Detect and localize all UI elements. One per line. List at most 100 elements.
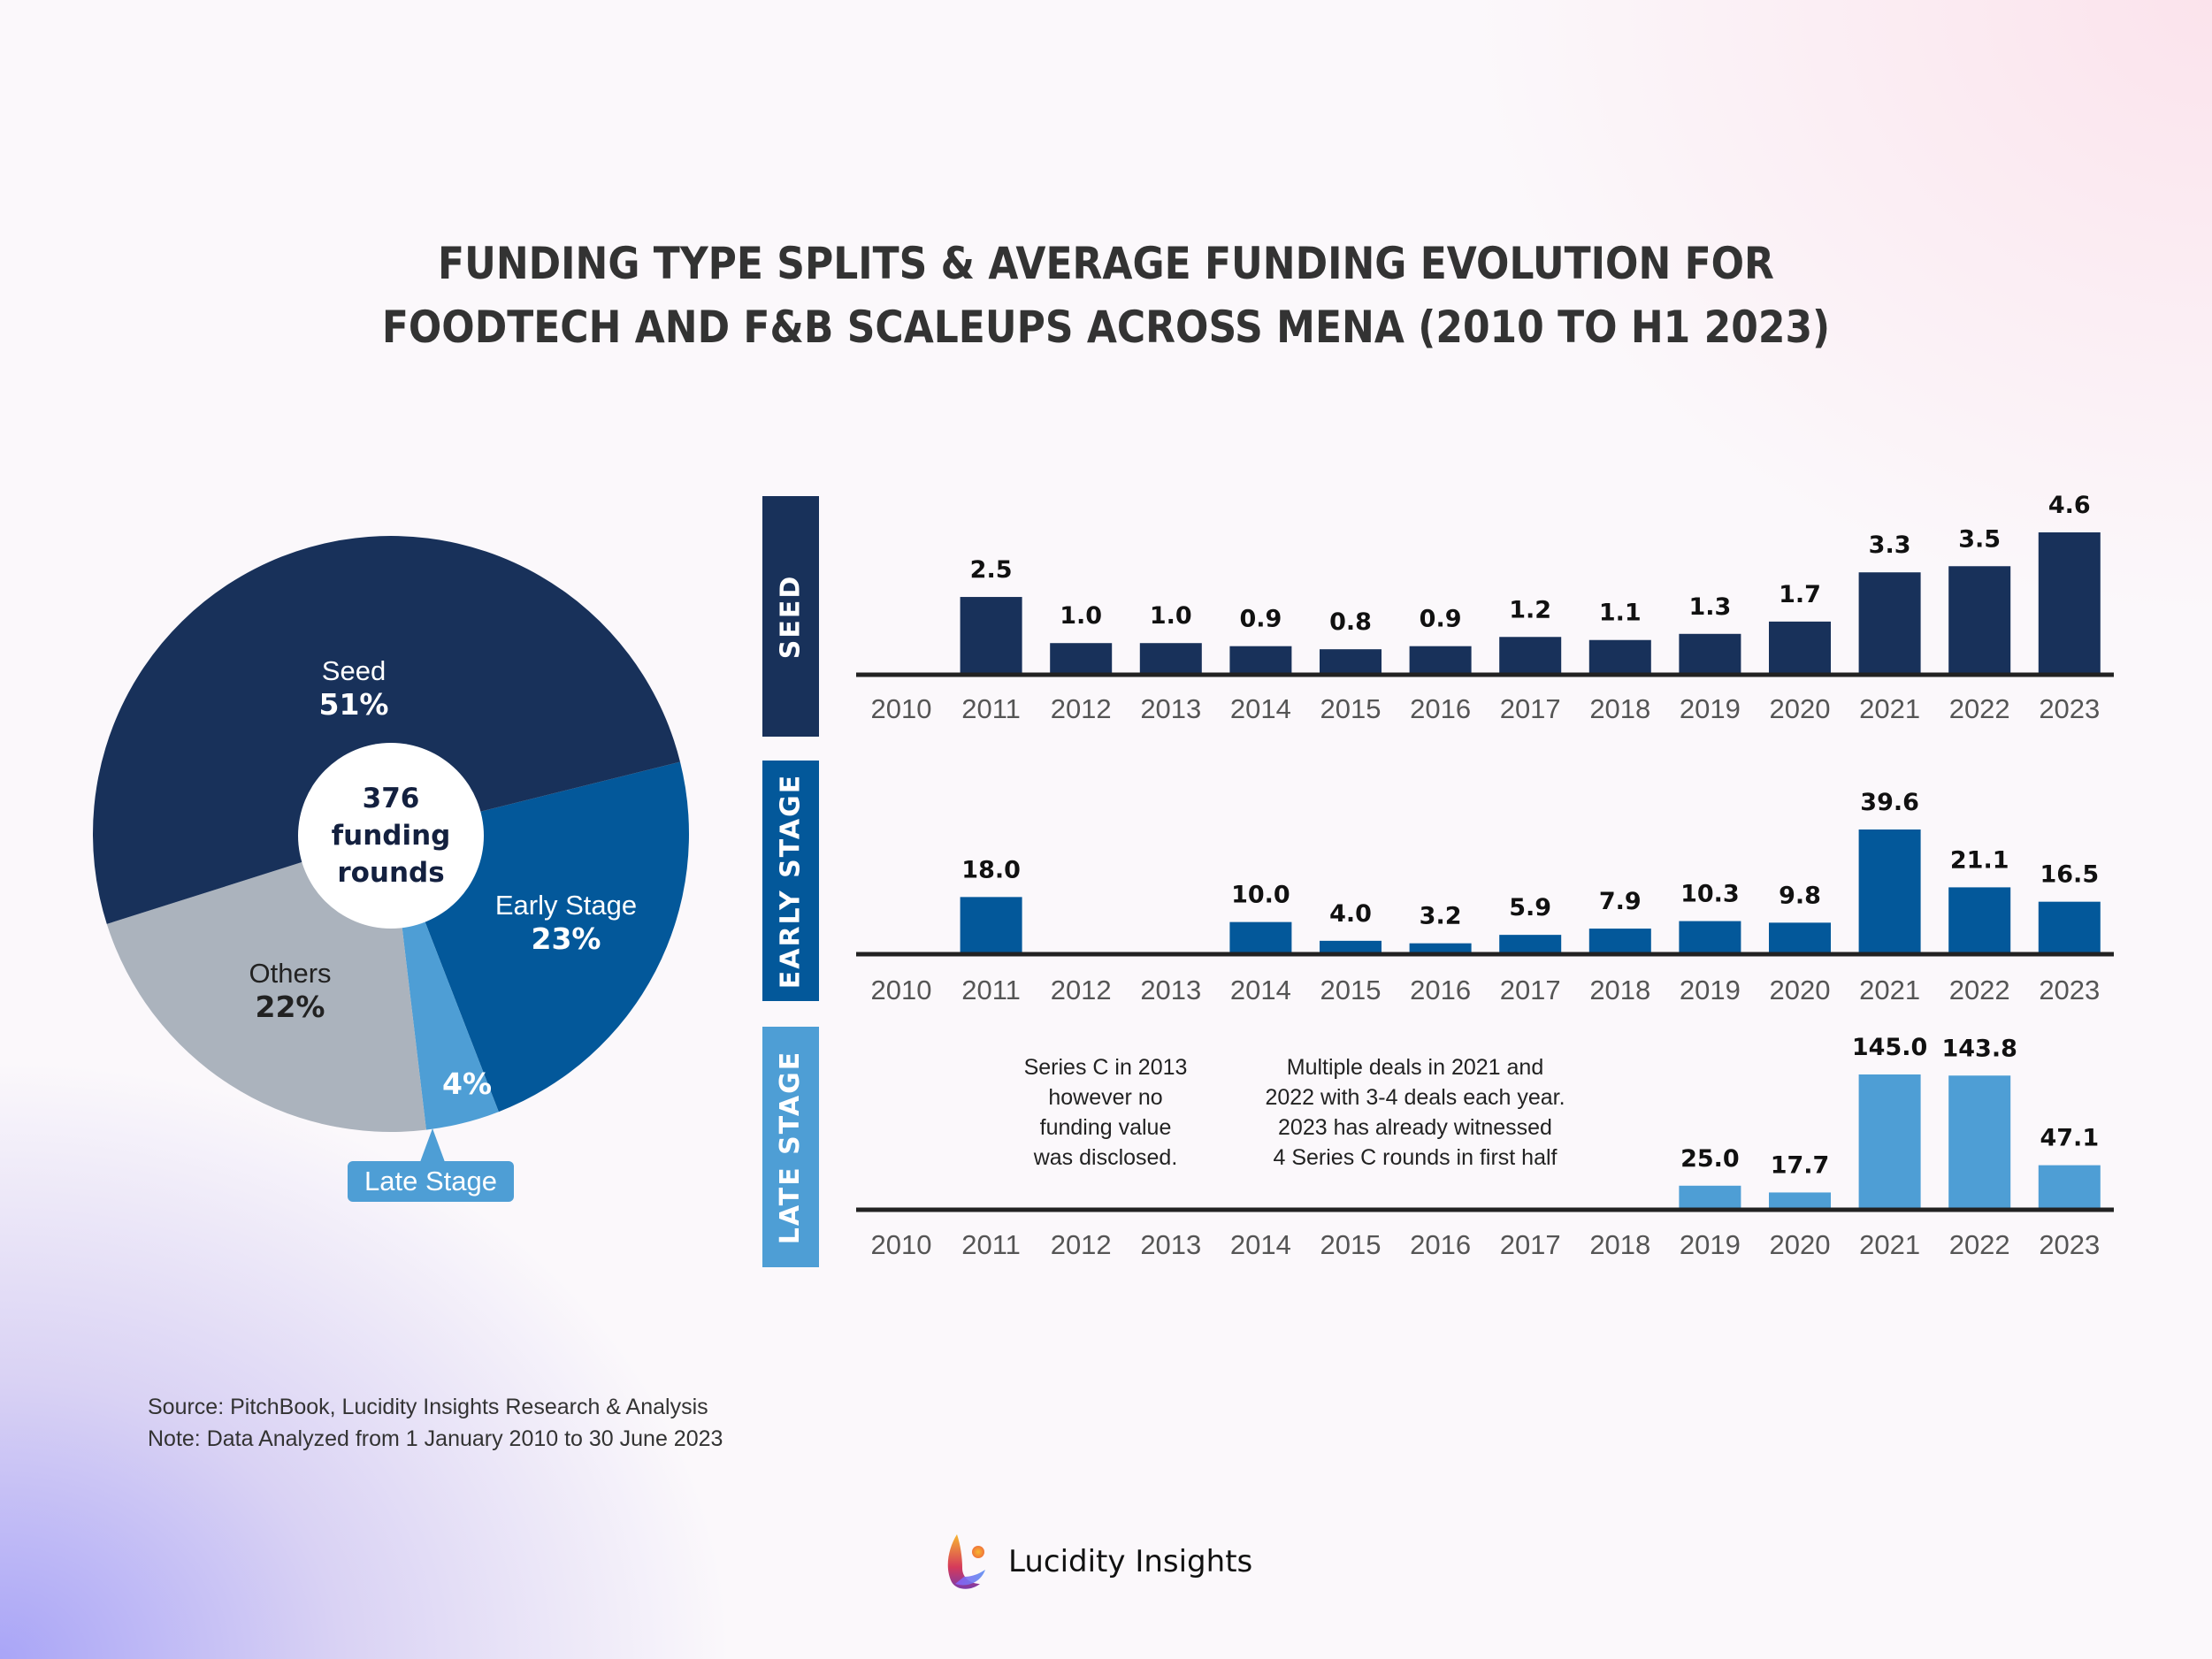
- year-label-early-stage-2019: 2019: [1680, 975, 1741, 1005]
- value-label-late-stage-2022: 143.8: [1941, 1035, 2017, 1062]
- value-label-early-stage-2014: 10.0: [1231, 882, 1290, 909]
- pie-label-others: Others 22%: [228, 957, 352, 1024]
- year-label-seed-2011: 2011: [961, 693, 1021, 724]
- year-label-seed-2012: 2012: [1051, 693, 1112, 724]
- value-label-late-stage-2021: 145.0: [1852, 1034, 1927, 1061]
- value-label-early-stage-2011: 18.0: [961, 856, 1021, 883]
- annotation-1-line-1: Series C in 2013: [1023, 1055, 1188, 1080]
- pie-label-seed: Seed 51%: [292, 654, 416, 722]
- bar-early-stage-2020: [1769, 922, 1831, 953]
- value-label-seed-2023: 4.6: [2048, 492, 2091, 519]
- bar-seed-2018: [1588, 639, 1651, 674]
- bar-early-stage-2019: [1679, 921, 1741, 953]
- year-label-late-stage-2020: 2020: [1770, 1229, 1831, 1260]
- value-label-early-stage-2015: 4.0: [1329, 900, 1372, 928]
- title-line-2: FOODTECH AND F&B SCALEUPS ACROSS MENA (2…: [381, 302, 1831, 353]
- year-label-seed-2010: 2010: [871, 693, 932, 724]
- year-label-late-stage-2021: 2021: [1859, 1229, 1920, 1260]
- year-label-seed-2019: 2019: [1680, 693, 1741, 724]
- annotation-2-line-3: 2023 has already witnessed: [1278, 1115, 1552, 1140]
- pie-label-seed-pct: 51%: [318, 687, 389, 722]
- bar-seed-2022: [1948, 566, 2011, 674]
- year-label-early-stage-2021: 2021: [1859, 975, 1920, 1005]
- bar-early-stage-2015: [1320, 940, 1382, 953]
- annotation-1-line-3: funding value: [1039, 1115, 1172, 1140]
- annotation-2-line-1: Multiple deals in 2021 and: [1286, 1055, 1544, 1080]
- value-label-early-stage-2021: 39.6: [1860, 789, 1919, 816]
- pie-label-early-pct: 23%: [531, 921, 601, 956]
- value-label-seed-2011: 2.5: [970, 556, 1013, 584]
- bar-seed-2014: [1229, 646, 1292, 674]
- year-label-seed-2016: 2016: [1410, 693, 1471, 724]
- year-label-late-stage-2022: 2022: [1949, 1229, 2010, 1260]
- annotation-series-c-2013: Series C in 2013 however no funding valu…: [982, 1052, 1229, 1173]
- bar-early-stage-2023: [2038, 901, 2101, 953]
- year-label-late-stage-2011: 2011: [961, 1229, 1021, 1260]
- pie-label-seed-name: Seed: [321, 655, 387, 686]
- annotation-multiple-deals: Multiple deals in 2021 and 2022 with 3-4…: [1221, 1052, 1610, 1173]
- pie-center-line3: rounds: [337, 857, 445, 889]
- year-label-early-stage-2015: 2015: [1320, 975, 1382, 1005]
- pie-center-label: 376 funding rounds: [298, 743, 484, 929]
- band-late-stage: LATE STAGE: [762, 1027, 819, 1267]
- value-label-early-stage-2018: 7.9: [1599, 888, 1642, 915]
- value-label-late-stage-2020: 17.7: [1771, 1151, 1830, 1179]
- value-label-early-stage-2023: 16.5: [2040, 861, 2099, 889]
- bar-late-stage-2023: [2038, 1165, 2101, 1209]
- year-label-late-stage-2015: 2015: [1320, 1229, 1382, 1260]
- bar-seed-2019: [1679, 633, 1741, 674]
- brand-logo: Lucidity Insights: [945, 1533, 1252, 1591]
- year-label-late-stage-2017: 2017: [1500, 1229, 1561, 1260]
- pie-label-others-name: Others: [249, 958, 332, 989]
- value-label-seed-2021: 3.3: [1869, 531, 1911, 559]
- year-label-seed-2018: 2018: [1589, 693, 1650, 724]
- year-label-late-stage-2010: 2010: [871, 1229, 932, 1260]
- year-label-late-stage-2014: 2014: [1230, 1229, 1291, 1260]
- bar-seed-2017: [1499, 637, 1562, 674]
- bar-seed-2023: [2038, 532, 2101, 674]
- pie-label-late: 4%: [423, 1067, 511, 1101]
- year-label-seed-2020: 2020: [1770, 693, 1831, 724]
- annotation-1-line-2: however no: [1048, 1085, 1163, 1110]
- late-stage-callout: Late Stage: [348, 1161, 514, 1202]
- pie-center-line2: funding: [331, 820, 451, 852]
- year-label-seed-2022: 2022: [1949, 693, 2010, 724]
- year-label-early-stage-2023: 2023: [2039, 975, 2100, 1005]
- value-label-seed-2014: 0.9: [1239, 606, 1282, 633]
- pie-center-total: 376: [362, 783, 420, 814]
- pie-slice-seed: [93, 536, 680, 924]
- value-label-early-stage-2017: 5.9: [1509, 894, 1551, 921]
- year-label-late-stage-2023: 2023: [2039, 1229, 2100, 1260]
- value-label-early-stage-2020: 9.8: [1779, 882, 1821, 909]
- band-early-stage: EARLY STAGE: [762, 761, 819, 1001]
- value-label-seed-2017: 1.2: [1509, 596, 1551, 623]
- lucidity-logo-icon: [947, 1534, 985, 1589]
- source-text: Source: PitchBook, Lucidity Insights Res…: [148, 1395, 708, 1419]
- year-label-late-stage-2019: 2019: [1680, 1229, 1741, 1260]
- year-label-seed-2015: 2015: [1320, 693, 1382, 724]
- year-label-late-stage-2013: 2013: [1140, 1229, 1201, 1260]
- bar-seed-2021: [1858, 572, 1921, 674]
- value-label-late-stage-2019: 25.0: [1680, 1145, 1740, 1173]
- year-label-late-stage-2016: 2016: [1410, 1229, 1471, 1260]
- bar-seed-2015: [1320, 649, 1382, 674]
- bar-late-stage-2022: [1948, 1075, 2011, 1209]
- brand-name: Lucidity Insights: [1008, 1544, 1253, 1579]
- bar-late-stage-2021: [1858, 1074, 1921, 1209]
- year-label-seed-2017: 2017: [1500, 693, 1561, 724]
- pie-label-early-name: Early Stage: [494, 890, 638, 921]
- bar-seed-2016: [1409, 646, 1472, 674]
- annotation-2-line-2: 2022 with 3-4 deals each year.: [1265, 1085, 1565, 1110]
- value-label-seed-2019: 1.3: [1688, 593, 1731, 621]
- bar-seed-2013: [1139, 643, 1202, 674]
- bar-early-stage-2011: [960, 897, 1022, 953]
- value-label-early-stage-2022: 21.1: [1950, 846, 2009, 874]
- year-label-late-stage-2012: 2012: [1051, 1229, 1112, 1260]
- bar-seed-2020: [1769, 621, 1831, 674]
- note-text: Note: Data Analyzed from 1 January 2010 …: [148, 1426, 723, 1451]
- bar-early-stage-2014: [1229, 921, 1292, 953]
- year-label-early-stage-2022: 2022: [1949, 975, 2010, 1005]
- bar-late-stage-2020: [1769, 1192, 1831, 1209]
- year-label-early-stage-2010: 2010: [871, 975, 932, 1005]
- year-label-early-stage-2011: 2011: [961, 975, 1021, 1005]
